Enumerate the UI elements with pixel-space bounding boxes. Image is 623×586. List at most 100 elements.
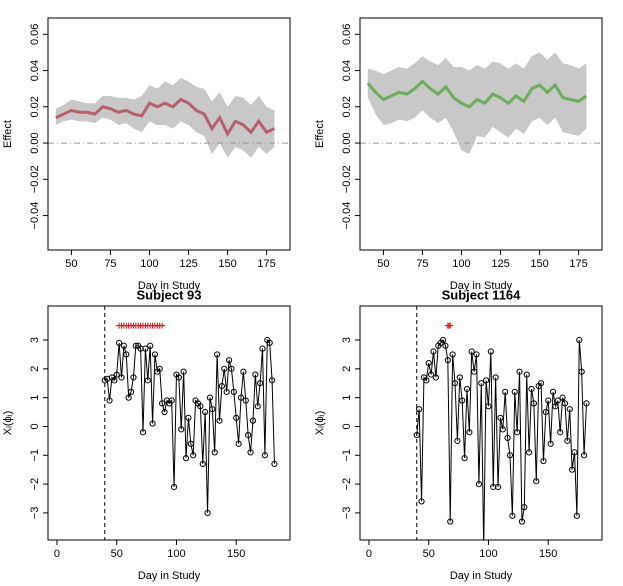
data-point: [125, 394, 132, 401]
data-point: [257, 380, 264, 387]
plot-area: [101, 306, 278, 540]
data-point: [230, 388, 237, 395]
data-point: [106, 397, 113, 404]
data-point: [235, 440, 242, 447]
y-tick-label: 3: [29, 337, 41, 343]
data-point: [549, 388, 557, 395]
plot-frame: [359, 305, 603, 541]
data-point: [113, 371, 120, 378]
data-point: [456, 374, 463, 381]
data-point: [459, 397, 466, 404]
x-tick-label: 125: [179, 258, 197, 270]
data-point: [492, 374, 499, 381]
data-point: [418, 498, 425, 505]
data-point: [504, 434, 511, 442]
y-tick-label: −0.02: [341, 165, 353, 193]
x-tick-label: 150: [530, 258, 548, 270]
y-axis-label: Xᵢ(ϕⱼ): [2, 411, 14, 435]
data-point: [514, 429, 521, 436]
data-line: [416, 339, 587, 540]
x-tick-label: 125: [491, 258, 509, 270]
x-tick-label: 50: [65, 258, 77, 270]
data-point: [159, 400, 166, 407]
data-line: [366, 79, 588, 109]
y-tick-label: −1: [29, 449, 41, 462]
data-point: [132, 342, 139, 349]
data-point: [449, 351, 456, 358]
data-point: [206, 394, 214, 401]
data-point: [530, 400, 537, 407]
data-point: [416, 406, 423, 413]
x-tick-label: 100: [479, 548, 497, 560]
y-axis-label: Effect: [2, 120, 14, 148]
x-tick-label: 75: [104, 258, 116, 270]
y-tick-label: −0.04: [29, 202, 41, 230]
data-point: [430, 348, 437, 355]
data-point: [569, 466, 576, 473]
x-tick-label: 50: [423, 548, 435, 560]
x-axis-label: Day in Study: [450, 570, 513, 582]
plot-area: [48, 77, 290, 158]
data-point: [130, 374, 137, 381]
y-tick-label: 0.06: [341, 24, 353, 45]
data-point: [576, 336, 583, 344]
data-point: [451, 380, 459, 387]
data-point: [578, 368, 585, 375]
data-point: [151, 351, 159, 358]
data-point: [268, 377, 276, 384]
data-point: [554, 397, 561, 404]
data-point: [221, 365, 228, 372]
data-point: [252, 371, 259, 378]
data-point: [511, 388, 518, 395]
data-point: [118, 374, 125, 381]
data-point: [271, 460, 278, 468]
x-tick-label: 75: [416, 258, 428, 270]
x-tick-label: 100: [140, 258, 158, 270]
y-tick-label: 1: [29, 395, 41, 401]
y-tick-label: 0.02: [29, 96, 41, 117]
data-point: [139, 429, 147, 436]
data-line: [104, 338, 275, 513]
data-line: [55, 97, 276, 138]
data-point: [237, 394, 245, 401]
data-point: [516, 368, 523, 375]
x-tick-label: 175: [569, 258, 587, 270]
data-point: [242, 397, 249, 404]
data-point: [199, 460, 206, 468]
data-point: [413, 432, 420, 439]
data-point: [518, 518, 526, 525]
data-point: [523, 371, 530, 378]
x-axis-label: Day in Study: [138, 280, 201, 292]
data-point: [156, 365, 163, 372]
x-tick-label: 100: [167, 548, 185, 560]
data-point: [178, 426, 185, 433]
data-point: [254, 403, 261, 410]
data-point: [542, 408, 549, 416]
data-point: [487, 348, 494, 355]
y-tick-label: −0.02: [29, 165, 41, 193]
data-point: [564, 437, 571, 444]
data-point: [494, 483, 502, 491]
y-tick-label: 3: [341, 337, 353, 343]
data-point: [473, 351, 480, 358]
y-tick-label: 0: [29, 423, 41, 429]
data-point: [247, 449, 254, 456]
x-tick-label: 0: [54, 548, 60, 560]
confidence-band: [55, 77, 275, 158]
data-point: [170, 483, 178, 491]
y-tick-label: −0.04: [341, 202, 353, 230]
x-tick-label: 150: [539, 548, 557, 560]
x-tick-label: 175: [257, 258, 275, 270]
y-tick-label: 2: [341, 366, 353, 372]
data-point: [423, 377, 430, 384]
data-point: [533, 478, 540, 485]
data-point: [482, 377, 490, 384]
y-tick-label: −3: [29, 507, 41, 520]
data-point: [428, 371, 435, 378]
data-point: [442, 342, 449, 349]
data-point: [225, 357, 233, 364]
data-point: [127, 388, 135, 395]
plot-area: [360, 52, 602, 154]
data-point: [259, 345, 266, 352]
